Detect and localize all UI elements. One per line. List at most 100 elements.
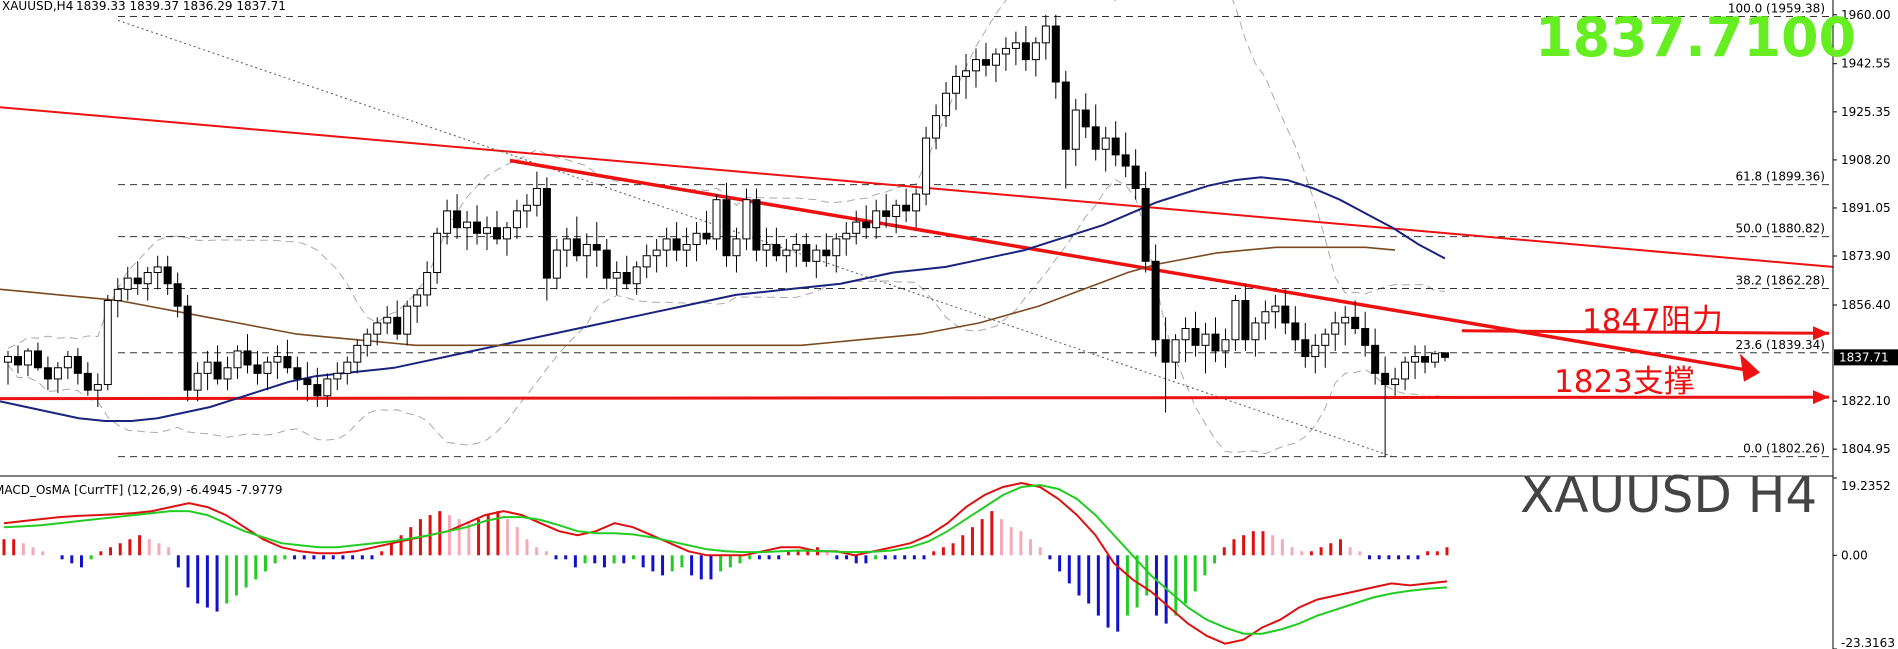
candle-body: [1231, 300, 1240, 341]
candle-body: [1271, 305, 1280, 313]
candle-body: [712, 199, 721, 240]
candle-body: [1281, 305, 1290, 324]
candle-body: [602, 249, 611, 279]
level-1847-arrowhead: [1813, 326, 1829, 341]
candle-body: [492, 227, 501, 240]
candle-body: [423, 272, 432, 296]
price-tick-label: 1856.40: [1841, 298, 1891, 312]
macd-indicator-title: MACD_OsMA [CurrTF] (12,26,9) -6.4945 -7.…: [0, 483, 283, 497]
candle-body: [632, 266, 641, 285]
price-tick-label: 1960.00: [1841, 8, 1891, 22]
candle-body: [782, 249, 791, 257]
bollinger-lower: [7, 179, 1446, 455]
candle-body: [752, 199, 761, 251]
candle-body: [93, 384, 102, 391]
candle-body: [1391, 378, 1400, 386]
candle-body: [1071, 109, 1080, 150]
current-price-tag-label: 1837.71: [1839, 350, 1889, 364]
candle-body: [991, 53, 1000, 66]
candle-body: [572, 238, 581, 257]
candle-body: [922, 137, 931, 195]
candle-body: [682, 244, 691, 251]
candle-body: [223, 367, 232, 380]
resistance-arrowhead: [1740, 353, 1760, 382]
candle-body: [522, 204, 531, 212]
candle-body: [123, 277, 132, 290]
macd-tick-label: 19.2352: [1841, 479, 1891, 493]
candle-body: [413, 294, 422, 307]
candle-body: [133, 277, 142, 285]
candle-body: [53, 367, 62, 380]
candle-body: [473, 221, 482, 234]
symbol-timeframe-label: XAUUSD H4: [1520, 466, 1817, 524]
price-tick-label: 1822.10: [1841, 394, 1891, 408]
resistance-annotation: 1847阻力: [1582, 303, 1723, 339]
candle-body: [453, 210, 462, 229]
candle-body: [283, 356, 292, 369]
price-tick-label: 1925.35: [1841, 105, 1891, 119]
candle-body: [562, 238, 571, 251]
candle-body: [1171, 339, 1180, 363]
candle-body: [932, 115, 941, 139]
candle-body: [702, 232, 711, 240]
candle-body: [383, 316, 392, 324]
candle-body: [353, 344, 362, 363]
candle-body: [23, 350, 32, 366]
candle-body: [1381, 372, 1390, 386]
candle-body: [303, 378, 312, 386]
candle-body: [772, 244, 781, 257]
candle-body: [1091, 126, 1100, 150]
candle-body: [1061, 81, 1070, 150]
candle-body: [1141, 187, 1150, 262]
candle-body: [792, 244, 801, 251]
price-tick-label: 1804.95: [1841, 442, 1891, 456]
candle-body: [802, 244, 811, 262]
candle-body: [832, 238, 841, 257]
candle-body: [1331, 322, 1340, 335]
candle-body: [822, 249, 831, 257]
macd-tick-label: 0.00: [1841, 548, 1868, 562]
candle-body: [1051, 25, 1060, 83]
candle-body: [1341, 316, 1350, 324]
candle-body: [463, 221, 472, 229]
resistance-trend-arrow: [509, 158, 1751, 373]
level-1847-arrow: [1461, 329, 1830, 335]
price-tick-label: 1891.05: [1841, 201, 1891, 215]
candle-body: [243, 350, 252, 366]
candle-body: [1301, 339, 1310, 358]
candle-body: [582, 244, 591, 257]
moving-average-blue: [0, 176, 1446, 422]
macd-main-line: [3, 481, 1448, 645]
candle-body: [692, 232, 701, 246]
support-arrowhead: [1813, 390, 1829, 405]
fib-level-label: 38.2 (1862.28): [1735, 274, 1825, 288]
candle-body: [1181, 328, 1190, 341]
candle-body: [63, 356, 72, 369]
candle-body: [971, 59, 980, 72]
candle-body: [393, 316, 402, 335]
candle-body: [83, 372, 92, 391]
candle-body: [1131, 165, 1140, 189]
candle-body: [1431, 353, 1440, 363]
candle-body: [1211, 333, 1220, 352]
candle-body: [1111, 137, 1120, 156]
current-price-tag: [1834, 349, 1898, 366]
candle-body: [1151, 260, 1160, 341]
fib-level-label: 23.6 (1839.34): [1735, 338, 1825, 352]
candle-body: [612, 272, 621, 279]
candle-body: [552, 249, 561, 279]
candle-body: [532, 187, 541, 206]
fib-level-label: 0.0 (1802.26): [1743, 442, 1825, 456]
candle-body: [73, 356, 82, 374]
candle-body: [233, 350, 242, 369]
price-tick-label: 1942.55: [1841, 57, 1891, 71]
candle-body: [762, 244, 771, 251]
candle-body: [1011, 42, 1020, 49]
macd-tick-label: -23.3163: [1841, 636, 1895, 649]
candle-body: [13, 356, 22, 366]
price-tick-label: 1908.20: [1841, 153, 1891, 167]
macd-signal-line: [3, 483, 1448, 635]
fib-level-label: 50.0 (1880.82): [1735, 222, 1825, 236]
candle-body: [1401, 361, 1410, 380]
candle-body: [1241, 300, 1250, 341]
